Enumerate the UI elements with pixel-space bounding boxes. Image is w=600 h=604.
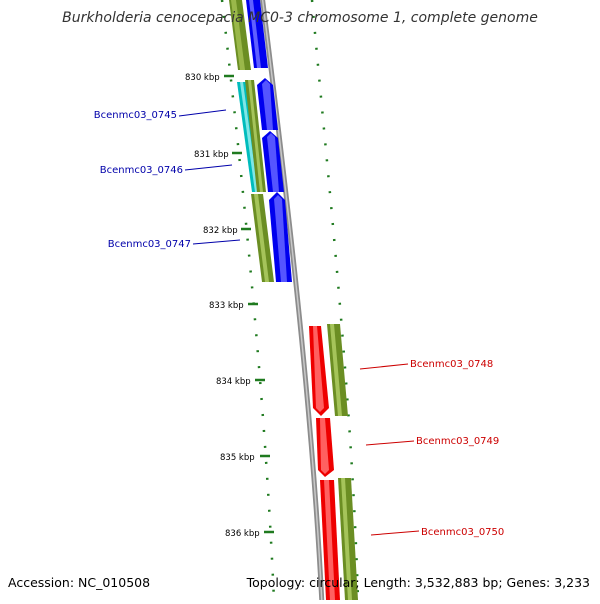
- gene-bcenmc03-0749[interactable]: [316, 418, 334, 477]
- gene-bcenmc03-0746[interactable]: [262, 131, 284, 192]
- cds-olive-2: [251, 194, 274, 282]
- kbp-label-836: 836 kbp: [225, 529, 260, 539]
- gene-bcenmc03-0747[interactable]: [269, 192, 292, 282]
- gene-label-0747[interactable]: Bcenmc03_0747: [108, 239, 191, 250]
- accession-text: Accession: NC_010508: [8, 575, 151, 590]
- cds-olive-1: [245, 80, 266, 192]
- kbp-label-834: 834 kbp: [216, 377, 251, 387]
- gene-top-partial: [229, 0, 268, 70]
- kbp-label-833: 833 kbp: [209, 301, 244, 311]
- kbp-label-832: 832 kbp: [203, 226, 238, 236]
- gene-label-0749[interactable]: Bcenmc03_0749: [416, 436, 499, 447]
- cds-olive-3: [327, 324, 348, 416]
- gene-label-0746[interactable]: Bcenmc03_0746: [100, 165, 183, 176]
- gene-bcenmc03-0750[interactable]: [320, 480, 340, 600]
- kbp-labels: 830 kbp 831 kbp 832 kbp 833 kbp 834 kbp …: [185, 73, 260, 539]
- kbp-label-831: 831 kbp: [194, 150, 229, 160]
- gene-bcenmc03-0745[interactable]: [257, 78, 278, 130]
- gene-label-0748[interactable]: Bcenmc03_0748: [410, 359, 493, 370]
- map-title: Burkholderia cenocepacia MC0-3 chromosom…: [62, 10, 538, 26]
- kbp-label-835: 835 kbp: [220, 453, 255, 463]
- kbp-label-830: 830 kbp: [185, 73, 220, 83]
- gene-label-0745[interactable]: Bcenmc03_0745: [94, 110, 177, 121]
- gene-label-0750[interactable]: Bcenmc03_0750: [421, 527, 504, 538]
- kbp-ticks: [224, 74, 274, 534]
- cds-olive-4: [338, 478, 358, 600]
- genome-summary-text: Topology: circular; Length: 3,532,883 bp…: [246, 575, 590, 590]
- callout-lines: [178, 109, 420, 536]
- gene-bcenmc03-0748[interactable]: [309, 326, 329, 416]
